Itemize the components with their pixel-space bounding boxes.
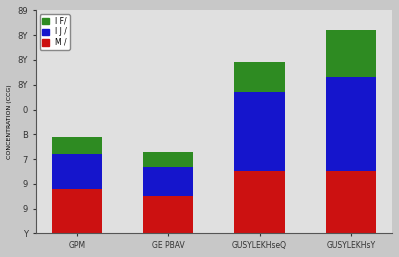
Bar (326, 171, 376, 233)
Bar (235, 171, 284, 233)
Legend: I F/, I J /, M /: I F/, I J /, M / (40, 14, 70, 50)
Bar (52, 137, 102, 154)
Bar (143, 196, 194, 233)
Bar (52, 154, 102, 189)
Bar (143, 152, 194, 167)
Y-axis label: CONCENTRATION (CCG): CONCENTRATION (CCG) (7, 85, 12, 159)
Bar (235, 92, 284, 171)
Bar (143, 167, 194, 196)
Bar (326, 30, 376, 77)
Bar (235, 62, 284, 92)
Bar (52, 189, 102, 233)
Bar (326, 77, 376, 171)
